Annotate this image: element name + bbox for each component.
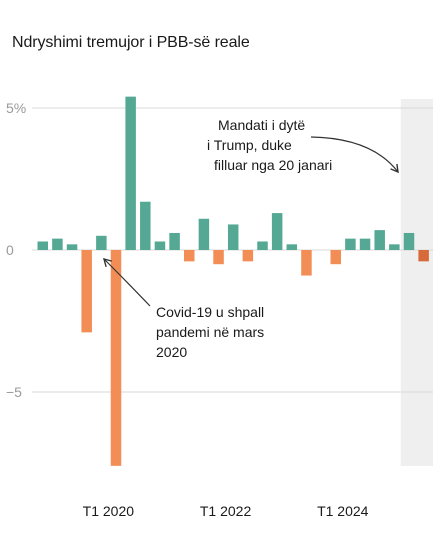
x-tick-label: T1 2024 bbox=[317, 503, 369, 519]
y-tick-label: −5 bbox=[6, 384, 22, 400]
bar bbox=[418, 250, 429, 262]
bar bbox=[345, 238, 356, 250]
bar bbox=[359, 238, 371, 250]
axis-layer: 5% 0 −5 T1 2020 T1 2022 T1 2024 bbox=[6, 100, 369, 519]
bar bbox=[374, 230, 385, 250]
bar bbox=[213, 250, 224, 265]
y-tick-label: 5% bbox=[6, 100, 26, 116]
x-tick-label: T1 2020 bbox=[83, 503, 135, 519]
bar bbox=[140, 201, 151, 250]
bar bbox=[66, 244, 78, 250]
annotation-trump-line: Mandati i dytë bbox=[218, 117, 305, 133]
bar bbox=[242, 250, 254, 262]
annotation-trump-line: filluar nga 20 janari bbox=[214, 157, 332, 173]
bar bbox=[257, 241, 268, 250]
bar bbox=[110, 250, 122, 466]
shaded-term-region bbox=[400, 99, 433, 466]
x-tick-label: T1 2022 bbox=[200, 503, 252, 519]
bar bbox=[125, 96, 136, 250]
bar bbox=[271, 213, 283, 250]
bar bbox=[389, 244, 400, 250]
annotation-layer: Mandati i dytë i Trump, duke filluar nga 2… bbox=[103, 117, 399, 360]
annotation-trump-arrow bbox=[310, 136, 399, 174]
bar bbox=[81, 250, 92, 333]
bar bbox=[37, 241, 48, 250]
bar-layer bbox=[37, 96, 429, 466]
bar bbox=[169, 232, 180, 250]
shade-layer bbox=[400, 99, 433, 466]
annotation-covid-line: pandemi në mars bbox=[156, 324, 264, 340]
bar bbox=[184, 250, 195, 262]
bar bbox=[301, 250, 312, 276]
bar bbox=[403, 232, 415, 250]
bar bbox=[154, 241, 166, 250]
bar bbox=[286, 244, 298, 250]
y-tick-label: 0 bbox=[6, 242, 14, 258]
chart-title: Ndryshimi tremujor i PBB-së reale bbox=[12, 34, 250, 51]
bar bbox=[52, 238, 63, 250]
annotation-covid-line: 2020 bbox=[156, 344, 187, 360]
bar bbox=[96, 235, 107, 250]
annotation-trump-line: i Trump, duke bbox=[207, 137, 292, 153]
annotation-covid-arrow bbox=[103, 258, 151, 307]
bar bbox=[227, 224, 239, 250]
bar bbox=[330, 250, 341, 265]
annotation-covid-line: Covid-19 u shpall bbox=[156, 304, 264, 320]
bar bbox=[198, 218, 210, 250]
